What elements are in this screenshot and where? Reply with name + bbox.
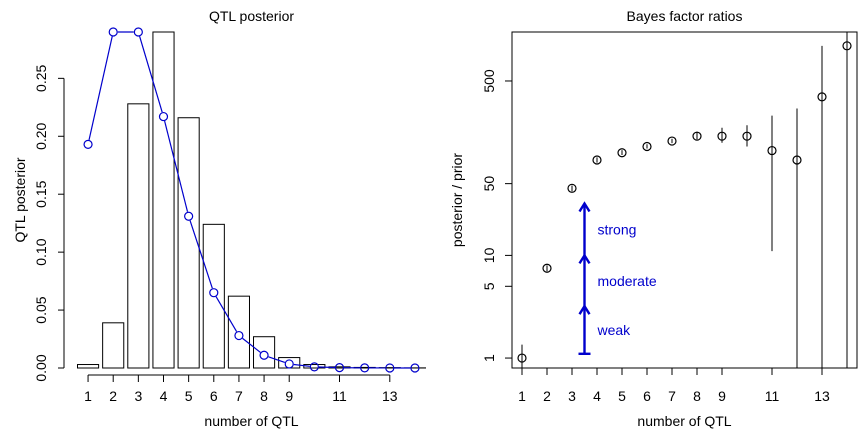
right-y-tick-label: 10: [481, 247, 497, 263]
evidence-label: weak: [597, 322, 632, 338]
left-x-tick-label: 13: [382, 388, 398, 404]
right-x-tick-label: 9: [718, 388, 726, 404]
posterior-bar: [127, 103, 150, 369]
ratio-point: [542, 263, 552, 273]
posterior-bar: [102, 322, 125, 369]
left-y-tick-label: 0.05: [33, 296, 49, 323]
prior-line-segment: [318, 366, 335, 369]
prior-point: [158, 111, 169, 122]
prior-point: [259, 350, 269, 360]
prior-line-segment: [164, 120, 189, 212]
left-x-tick-label: 7: [235, 388, 243, 404]
left-x-tick-label: 6: [210, 388, 218, 404]
ratio-point: [842, 41, 852, 51]
prior-line-segment: [215, 296, 238, 332]
prior-point: [133, 27, 143, 37]
ratio-point: [592, 155, 602, 165]
prior-point: [410, 363, 420, 373]
prior-line-segment: [88, 36, 113, 141]
prior-line-segment: [293, 363, 310, 367]
left-y-tick-label: 0.00: [33, 354, 49, 381]
posterior-bar: [152, 31, 175, 369]
right-x-tick-label: 5: [618, 388, 626, 404]
evidence-arrow-head: [578, 201, 591, 213]
prior-point: [360, 363, 370, 373]
ratio-point: [717, 131, 727, 141]
ratio-point: [817, 92, 827, 102]
prior-point: [184, 211, 194, 221]
prior-point: [108, 27, 118, 37]
ratio-point: [617, 148, 627, 158]
ratio-point: [767, 145, 777, 156]
left-x-tick-label: 4: [160, 388, 168, 404]
left-y-tick-label: 0.15: [33, 180, 49, 207]
prior-point: [234, 330, 244, 341]
left-x-tick-label: 2: [109, 388, 117, 404]
prior-point: [385, 363, 395, 373]
ratio-point: [742, 131, 752, 141]
posterior-bar: [253, 336, 276, 369]
right-x-axis-label: number of QTL: [637, 413, 731, 429]
right-y-axis-label: posterior / prior: [449, 153, 465, 247]
right-x-tick-label: 13: [814, 388, 830, 404]
left-y-tick-label: 0.20: [33, 122, 49, 149]
right-x-tick-label: 1: [518, 388, 526, 404]
left-y-tick-label: 0.25: [33, 65, 49, 92]
right-y-tick-label: 50: [481, 176, 497, 192]
qtl-posterior-panel: QTL posterior 1 2 3 4 5 6 7 8 9 11 13 number of QTL 0…: [12, 8, 427, 429]
ratio-point: [667, 136, 677, 146]
posterior-bar: [76, 364, 100, 369]
right-y-tick-label: 5: [481, 282, 497, 290]
prior-point: [284, 359, 294, 369]
right-x-tick-label: 2: [543, 388, 551, 404]
left-x-axis-label: number of QTL: [204, 413, 298, 429]
right-x-tick-label: 8: [693, 388, 701, 404]
prior-point: [209, 288, 219, 298]
left-x-tick-label: 8: [260, 388, 268, 404]
left-chart-title: QTL posterior: [209, 8, 294, 24]
left-x-tick-label: 11: [332, 388, 347, 404]
left-x-tick-label: 5: [185, 388, 193, 404]
evidence-label: moderate: [598, 273, 657, 289]
prior-point: [83, 139, 93, 149]
left-x-tick-label: 3: [134, 388, 142, 404]
posterior-bar: [278, 357, 301, 369]
ratio-point: [517, 353, 527, 363]
ratio-point: [792, 155, 802, 165]
ratio-point: [642, 141, 652, 152]
posterior-bar: [303, 364, 326, 369]
prior-point: [309, 362, 319, 372]
right-x-tick-label: 6: [643, 388, 651, 404]
left-y-tick-label: 0.10: [33, 238, 49, 265]
prior-line-segment: [139, 36, 163, 113]
ratio-point: [692, 131, 702, 141]
prior-line-segment: [242, 337, 261, 353]
prior-point: [334, 363, 345, 373]
right-x-tick-label: 7: [668, 388, 676, 404]
ratio-point: [567, 183, 577, 193]
right-x-tick-label: 11: [765, 388, 780, 404]
bayes-factor-panel: Bayes factor ratios weak moderate strong 1 2 3…: [449, 8, 858, 429]
evidence-label: strong: [598, 221, 637, 237]
right-y-tick-label: 500: [481, 69, 497, 93]
right-chart-title: Bayes factor ratios: [627, 8, 743, 24]
left-x-tick-label: 9: [285, 388, 293, 404]
left-x-tick-label: 1: [84, 388, 92, 404]
posterior-bar: [177, 117, 200, 369]
right-y-tick-label: 1: [481, 354, 497, 362]
right-plot-box: [511, 31, 858, 369]
right-x-tick-label: 3: [568, 388, 576, 404]
prior-line-segment: [189, 220, 213, 289]
right-x-tick-label: 4: [593, 388, 601, 404]
prior-line-segment: [268, 356, 286, 364]
left-y-axis-label: QTL posterior: [12, 157, 28, 242]
